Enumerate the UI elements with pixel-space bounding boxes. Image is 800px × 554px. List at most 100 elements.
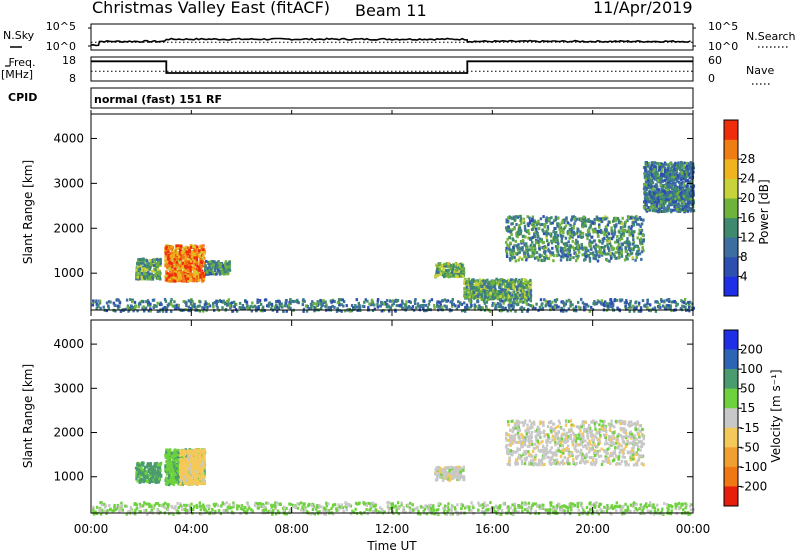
- heatmap-cell: [598, 225, 601, 229]
- heatmap-cell: [566, 229, 570, 233]
- heatmap-cell: [194, 273, 197, 277]
- heatmap-cell: [622, 228, 625, 232]
- heatmap-cell: [676, 178, 679, 182]
- heatmap-cell: [534, 306, 537, 310]
- heatmap-cell: [171, 304, 174, 308]
- heatmap-cell: [513, 244, 516, 248]
- heatmap-cell: [149, 258, 152, 262]
- heatmap-cell: [153, 266, 157, 270]
- heatmap-cell: [646, 208, 649, 211]
- heatmap-cell: [500, 292, 503, 295]
- heatmap-cell: [528, 285, 532, 289]
- heatmap-cell: [632, 248, 635, 252]
- heatmap-cell: [214, 269, 217, 272]
- heatmap-cell: [138, 480, 141, 484]
- heatmap-cell: [187, 305, 190, 309]
- heatmap-cell: [500, 290, 503, 294]
- heatmap-cell: [465, 303, 469, 307]
- heatmap-cell: [189, 302, 193, 306]
- heatmap-cell: [482, 287, 486, 291]
- heatmap-cell: [598, 223, 601, 227]
- heatmap-cell: [588, 239, 592, 243]
- heatmap-cell: [488, 295, 492, 299]
- heatmap-cell: [644, 180, 648, 184]
- heatmap-cell: [241, 304, 245, 307]
- heatmap-cell: [516, 291, 520, 295]
- heatmap-cell: [651, 181, 655, 185]
- heatmap-cell: [391, 299, 395, 303]
- heatmap-cell: [654, 165, 658, 169]
- heatmap-cell: [183, 255, 187, 259]
- heatmap-cell: [208, 265, 211, 269]
- heatmap-cell: [688, 164, 692, 168]
- heatmap-cell: [594, 227, 597, 231]
- heatmap-cell: [662, 174, 665, 178]
- heatmap-cell: [594, 243, 598, 247]
- heatmap-cell: [443, 304, 446, 308]
- heatmap-cell: [515, 215, 518, 219]
- heatmap-cell: [277, 299, 280, 303]
- heatmap-cell: [172, 473, 176, 477]
- heatmap-cell: [231, 309, 235, 313]
- heatmap-cell: [573, 217, 576, 221]
- heatmap-cell: [414, 298, 417, 301]
- heatmap-cell: [506, 219, 510, 223]
- heatmap-cell: [666, 168, 669, 172]
- heatmap-cell: [644, 166, 647, 170]
- colorbar-tick-label: 16: [740, 211, 755, 225]
- heatmap-cell: [189, 259, 193, 263]
- heatmap-cell: [196, 245, 199, 249]
- heatmap-cell: [523, 292, 527, 296]
- heatmap-cell: [561, 247, 564, 250]
- heatmap-cell: [669, 172, 672, 176]
- heatmap-cell: [525, 297, 528, 301]
- heatmap-cell: [574, 251, 577, 255]
- heatmap-cell: [466, 283, 470, 287]
- heatmap-cell: [173, 305, 176, 309]
- heatmap-cell: [135, 477, 138, 481]
- heatmap-cell: [313, 305, 316, 309]
- heatmap-cell: [494, 288, 497, 292]
- heatmap-cell: [587, 230, 591, 234]
- heatmap-cell: [577, 254, 580, 258]
- heatmap-cell: [594, 248, 597, 252]
- heatmap-cell: [154, 274, 158, 278]
- heatmap-cell: [192, 273, 196, 276]
- heatmap-cell: [196, 272, 199, 276]
- heatmap-cell: [520, 221, 523, 225]
- heatmap-cell: [569, 256, 572, 260]
- heatmap-cell: [687, 205, 690, 208]
- date-label: 11/Apr/2019: [593, 0, 693, 17]
- heatmap-cell: [606, 216, 609, 220]
- heatmap-cell: [691, 306, 694, 310]
- heatmap-cell: [614, 250, 617, 254]
- heatmap-cell: [654, 209, 657, 213]
- y-tick-label: 3000: [53, 176, 84, 190]
- heatmap-cell: [176, 455, 180, 459]
- heatmap-cell: [205, 270, 209, 274]
- heatmap-cell: [588, 242, 591, 246]
- heatmap-cell: [156, 476, 159, 480]
- heatmap-cell: [227, 265, 230, 268]
- heatmap-cell: [682, 195, 686, 198]
- heatmap-cell: [671, 183, 674, 187]
- heatmap-cell: [124, 307, 127, 311]
- heatmap-cell: [522, 219, 525, 223]
- heatmap-cell: [539, 239, 542, 243]
- heatmap-cell: [566, 221, 569, 225]
- heatmap-cell: [401, 306, 404, 310]
- heatmap-cell: [577, 235, 580, 239]
- heatmap-cell: [259, 303, 263, 306]
- heatmap-cell: [565, 257, 569, 261]
- heatmap-cell: [296, 300, 299, 304]
- heatmap-cell: [176, 251, 179, 255]
- heatmap-cell: [542, 240, 545, 244]
- heatmap-cell: [436, 301, 439, 305]
- heatmap-cell: [577, 300, 580, 304]
- heatmap-cell: [651, 190, 654, 194]
- heatmap-cell: [358, 304, 361, 308]
- heatmap-cell: [342, 304, 345, 308]
- heatmap-cell: [313, 302, 316, 305]
- heatmap-cell: [688, 309, 691, 313]
- heatmap-cell: [680, 299, 683, 303]
